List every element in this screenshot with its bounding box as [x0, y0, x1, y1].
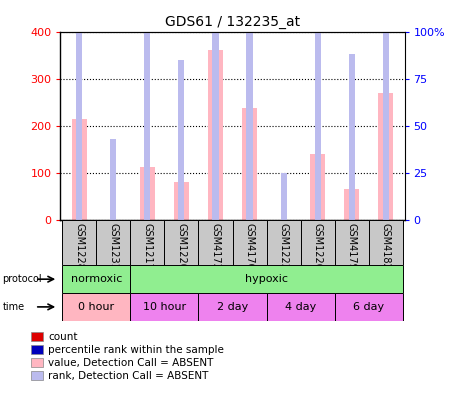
- Text: protocol: protocol: [2, 274, 42, 284]
- Text: normoxic: normoxic: [71, 274, 122, 284]
- Bar: [96, 220, 130, 265]
- Text: GSM4176: GSM4176: [245, 223, 254, 270]
- Bar: [62, 293, 130, 321]
- Text: GSM4179: GSM4179: [347, 223, 357, 270]
- Bar: [174, 182, 189, 220]
- Bar: [199, 293, 266, 321]
- Bar: [140, 167, 155, 220]
- Bar: [383, 0, 389, 220]
- Text: 4 day: 4 day: [285, 302, 316, 312]
- Text: GSM1217: GSM1217: [142, 223, 153, 270]
- Bar: [369, 220, 403, 265]
- Bar: [199, 220, 232, 265]
- Text: GSM1231: GSM1231: [108, 223, 118, 270]
- Bar: [110, 139, 116, 220]
- Bar: [164, 220, 199, 265]
- Bar: [378, 93, 393, 220]
- Text: GSM4173: GSM4173: [211, 223, 220, 270]
- Bar: [76, 0, 82, 220]
- Bar: [62, 265, 130, 293]
- Bar: [315, 0, 321, 220]
- Bar: [213, 0, 219, 220]
- Text: 2 day: 2 day: [217, 302, 248, 312]
- Title: GDS61 / 132235_at: GDS61 / 132235_at: [165, 15, 300, 29]
- Text: 0 hour: 0 hour: [78, 302, 114, 312]
- Text: hypoxic: hypoxic: [245, 274, 288, 284]
- Text: 10 hour: 10 hour: [143, 302, 186, 312]
- Bar: [130, 293, 199, 321]
- Bar: [179, 60, 185, 220]
- Bar: [232, 220, 266, 265]
- Bar: [62, 220, 96, 265]
- Bar: [280, 173, 286, 220]
- Bar: [301, 220, 335, 265]
- Bar: [208, 50, 223, 220]
- Bar: [72, 119, 87, 220]
- Bar: [130, 220, 164, 265]
- Legend: count, percentile rank within the sample, value, Detection Call = ABSENT, rank, : count, percentile rank within the sample…: [28, 330, 226, 383]
- Bar: [130, 265, 403, 293]
- Text: GSM1228: GSM1228: [74, 223, 84, 270]
- Text: GSM1220: GSM1220: [176, 223, 186, 270]
- Bar: [335, 220, 369, 265]
- Text: GSM4182: GSM4182: [381, 223, 391, 270]
- Bar: [310, 154, 326, 220]
- Text: 6 day: 6 day: [353, 302, 385, 312]
- Text: time: time: [2, 302, 25, 312]
- Bar: [344, 189, 359, 220]
- Text: GSM1226: GSM1226: [312, 223, 323, 270]
- Bar: [246, 0, 252, 220]
- Bar: [242, 109, 257, 220]
- Bar: [266, 220, 301, 265]
- Bar: [335, 293, 403, 321]
- Bar: [144, 7, 150, 220]
- Text: GSM1223: GSM1223: [279, 223, 289, 270]
- Bar: [266, 293, 335, 321]
- Bar: [349, 54, 355, 220]
